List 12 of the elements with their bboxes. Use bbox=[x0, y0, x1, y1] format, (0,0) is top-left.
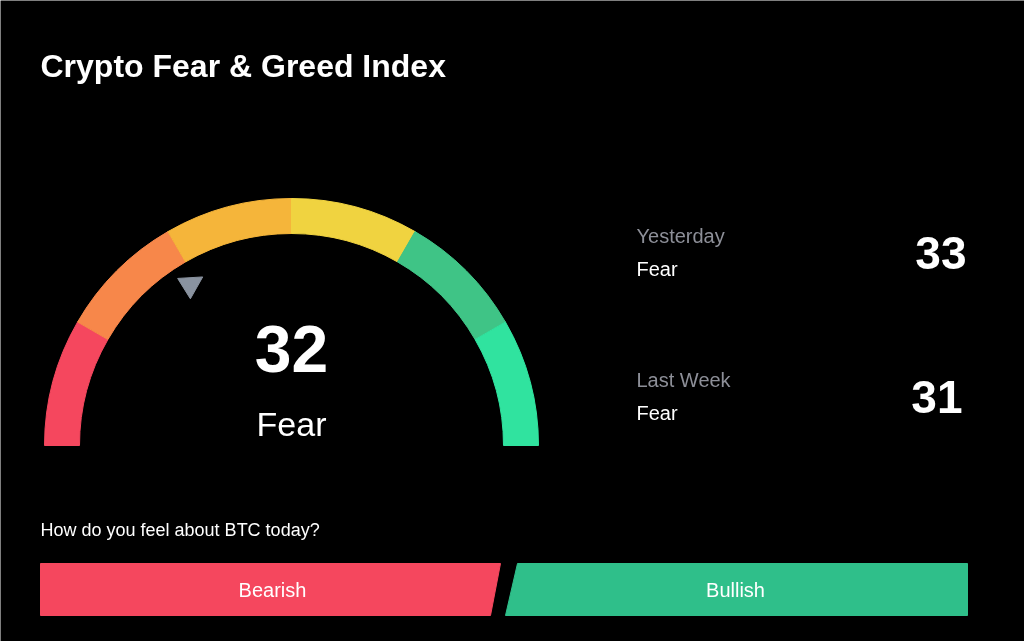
text: Fear bbox=[256, 404, 327, 443]
data-label: 33 bbox=[915, 226, 967, 279]
text: Crypto Fear & Greed Index bbox=[40, 47, 447, 84]
text: Fear bbox=[636, 257, 678, 280]
data-label: 32 bbox=[254, 311, 329, 386]
category-label: Yesterday bbox=[636, 224, 725, 247]
text: Bullish bbox=[706, 578, 765, 601]
text: How do you feel about BTC today? bbox=[40, 519, 320, 540]
data-label: 31 bbox=[911, 370, 963, 423]
category-label: Last Week bbox=[636, 368, 732, 391]
text: Bearish bbox=[238, 578, 307, 601]
text: Fear bbox=[636, 401, 678, 424]
